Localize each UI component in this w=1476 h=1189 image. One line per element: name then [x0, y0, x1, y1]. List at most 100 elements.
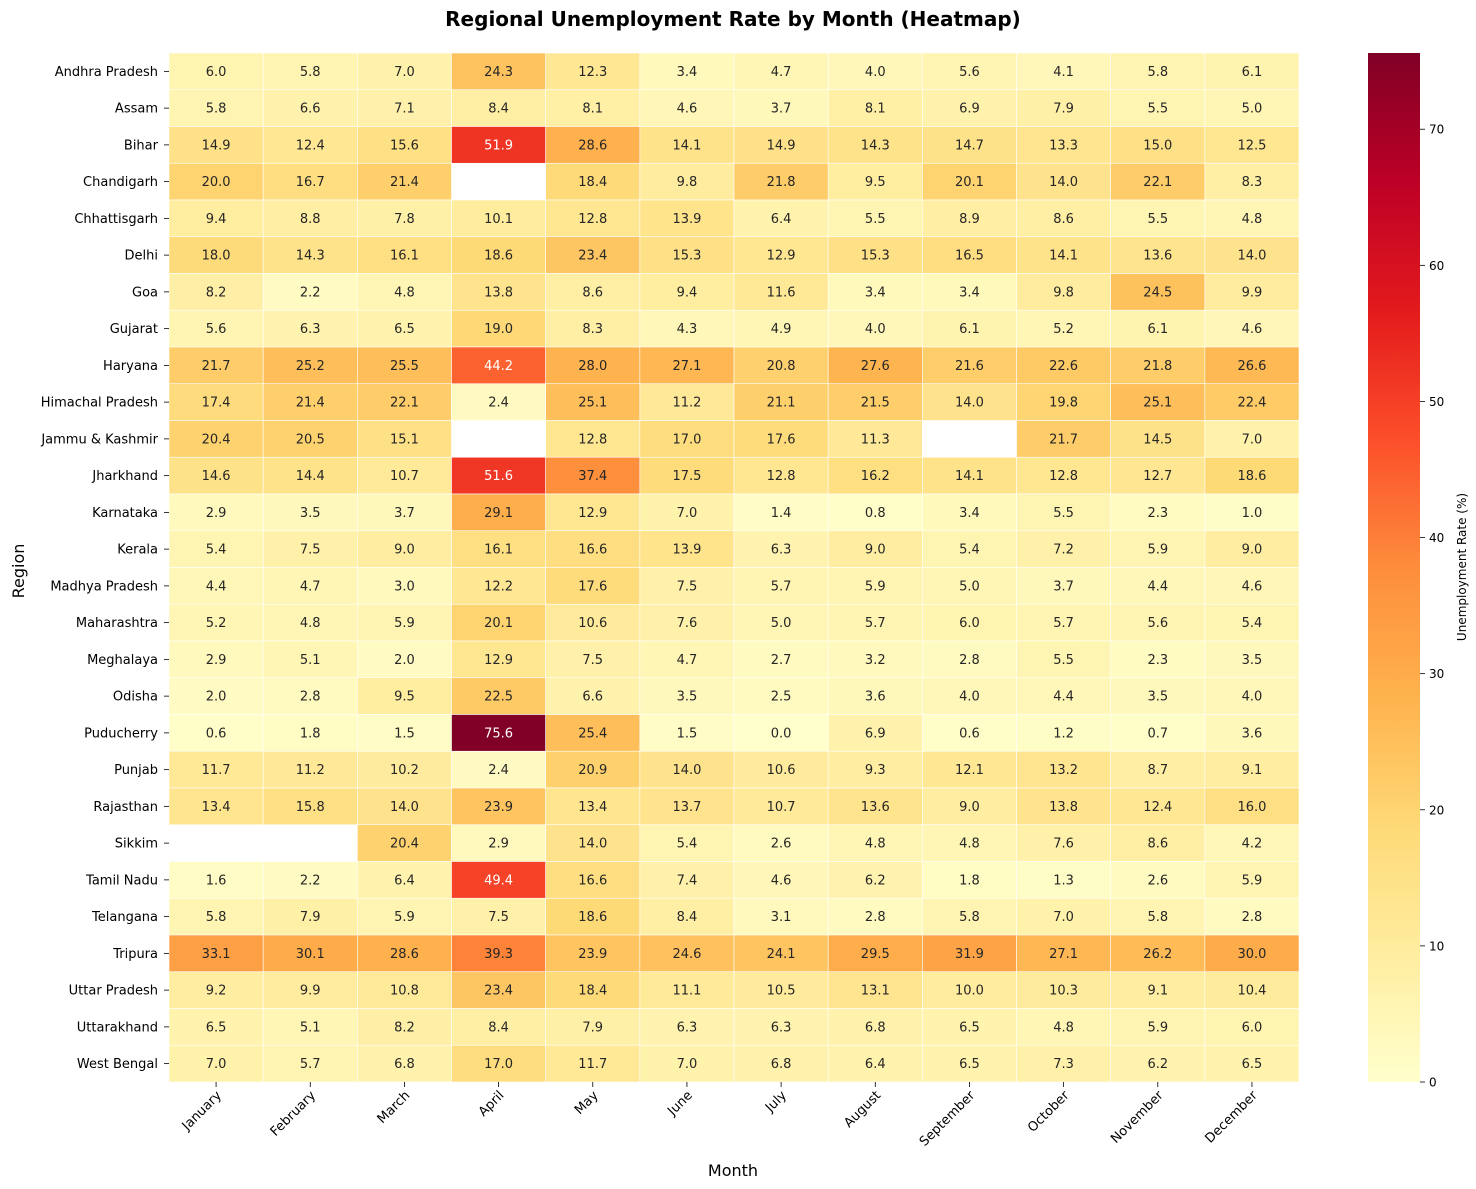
cell-value-label: 6.9	[959, 102, 980, 117]
cell-value-label: 6.8	[865, 1020, 886, 1035]
cell-value-label: 12.8	[767, 469, 796, 484]
cell-value-label: 2.8	[959, 653, 980, 668]
heatmap-cell	[168, 199, 264, 238]
heatmap-cell	[827, 530, 923, 568]
cell-value-label: 30.0	[1237, 947, 1266, 962]
heatmap-cell	[262, 236, 358, 274]
heatmap-cell	[357, 273, 452, 311]
cell-value-label: 2.9	[206, 653, 227, 668]
heatmap-cell	[827, 787, 923, 826]
cell-value-label: 5.5	[865, 212, 886, 227]
cell-value-label: 7.8	[394, 212, 415, 227]
heatmap-cell	[1204, 714, 1300, 752]
cell-value-label: 14.0	[672, 763, 701, 778]
cell-value-label: 12.8	[578, 432, 607, 447]
cell-value-label: 5.0	[771, 616, 792, 631]
heatmap-cell	[357, 162, 452, 201]
cell-value-label: 23.9	[484, 800, 513, 815]
heatmap-cell	[733, 934, 829, 973]
cell-value-label: 10.5	[767, 984, 796, 999]
cell-value-label: 2.4	[488, 763, 509, 778]
heatmap-cell	[922, 677, 1017, 715]
heatmap-cell	[1204, 567, 1300, 605]
heatmap-cell	[639, 603, 735, 642]
cell-value-label: 7.5	[300, 543, 321, 558]
cell-value-label: 22.1	[1143, 175, 1172, 190]
cell-value-label: 0.7	[1147, 726, 1168, 741]
x-axis-label: Month	[708, 1161, 758, 1180]
heatmap-cell	[639, 273, 735, 311]
colorbar-tick-label: 30	[1429, 667, 1444, 681]
y-tick-label: Goa	[132, 285, 158, 300]
colorbar-tick-label: 0	[1429, 1076, 1437, 1090]
heatmap-cell	[639, 714, 735, 752]
cell-value-label: 21.8	[1143, 359, 1172, 374]
cell-value-label: 3.7	[394, 506, 415, 521]
cell-value-label: 8.6	[1147, 837, 1168, 852]
heatmap-cell	[545, 273, 641, 311]
cell-value-label: 3.4	[959, 285, 980, 300]
heatmap-cell	[827, 640, 923, 679]
cell-value-label: 7.9	[582, 1020, 603, 1035]
heatmap-cell	[1110, 309, 1206, 348]
cell-value-label: 4.6	[677, 102, 698, 117]
cell-value-label: 13.7	[672, 800, 701, 815]
cell-value-label: 24.3	[484, 65, 513, 80]
heatmap-cell	[357, 420, 452, 458]
heatmap-cell	[1016, 603, 1112, 642]
heatmap-cell	[1016, 456, 1112, 495]
cell-value-label: 4.4	[206, 579, 227, 594]
cell-value-label: 13.6	[861, 800, 890, 815]
x-tick-label: September	[917, 1088, 979, 1150]
cell-value-label: 33.1	[202, 947, 231, 962]
cell-value-label: 15.3	[672, 249, 701, 264]
cell-value-label: 12.8	[1049, 469, 1078, 484]
heatmap-cell	[733, 493, 829, 532]
cell-value-label: 3.6	[1242, 726, 1263, 741]
cell-value-label: 17.5	[672, 469, 701, 484]
heatmap-cell	[168, 162, 264, 201]
cell-value-label: 37.4	[578, 469, 607, 484]
heatmap-cell	[545, 714, 641, 752]
heatmap-cell	[1110, 1008, 1206, 1046]
heatmap-cell	[451, 309, 546, 348]
cell-value-label: 10.8	[390, 984, 419, 999]
heatmap-cell	[545, 934, 641, 973]
heatmap-cell	[545, 640, 641, 679]
cell-value-label: 2.4	[488, 396, 509, 411]
y-tick-label: Punjab	[114, 763, 158, 778]
cell-value-label: 4.8	[300, 616, 321, 631]
cell-value-label: 10.1	[484, 212, 513, 227]
cell-value-label: 5.6	[206, 322, 227, 337]
heatmap-cell	[545, 89, 641, 127]
x-tick-label: January	[179, 1088, 225, 1134]
cell-value-label: 5.0	[959, 579, 980, 594]
cell-value-label: 14.1	[1049, 249, 1078, 264]
cell-value-label: 9.9	[1242, 285, 1263, 300]
cell-value-label: 13.8	[1049, 800, 1078, 815]
heatmap-cell	[733, 346, 829, 385]
heatmap-cell	[733, 530, 829, 568]
cell-value-label: 5.1	[300, 1020, 321, 1035]
cell-value-label: 5.6	[959, 65, 980, 80]
cell-value-label: 12.3	[578, 65, 607, 80]
heatmap-cell	[545, 677, 641, 715]
heatmap-cell	[827, 383, 923, 421]
cell-value-label: 20.5	[296, 432, 325, 447]
heatmap-cell	[1016, 199, 1112, 238]
cell-value-label: 14.0	[1237, 249, 1266, 264]
heatmap-cell	[827, 89, 923, 127]
heatmap-cell	[639, 861, 735, 899]
x-tick-label: November	[1108, 1088, 1167, 1147]
heatmap-cell	[1110, 861, 1206, 899]
cell-value-label: 5.0	[1242, 102, 1263, 117]
cell-value-label: 10.6	[767, 763, 796, 778]
cell-value-label: 22.1	[390, 396, 419, 411]
cell-value-label: 16.6	[578, 873, 607, 888]
cell-value-label: 2.3	[1147, 653, 1168, 668]
cell-value-label: 8.6	[582, 285, 603, 300]
cell-value-label: 2.3	[1147, 506, 1168, 521]
heatmap-cell	[827, 1008, 923, 1046]
heatmap-cell	[1204, 199, 1300, 238]
x-tick-label: May	[572, 1088, 602, 1118]
